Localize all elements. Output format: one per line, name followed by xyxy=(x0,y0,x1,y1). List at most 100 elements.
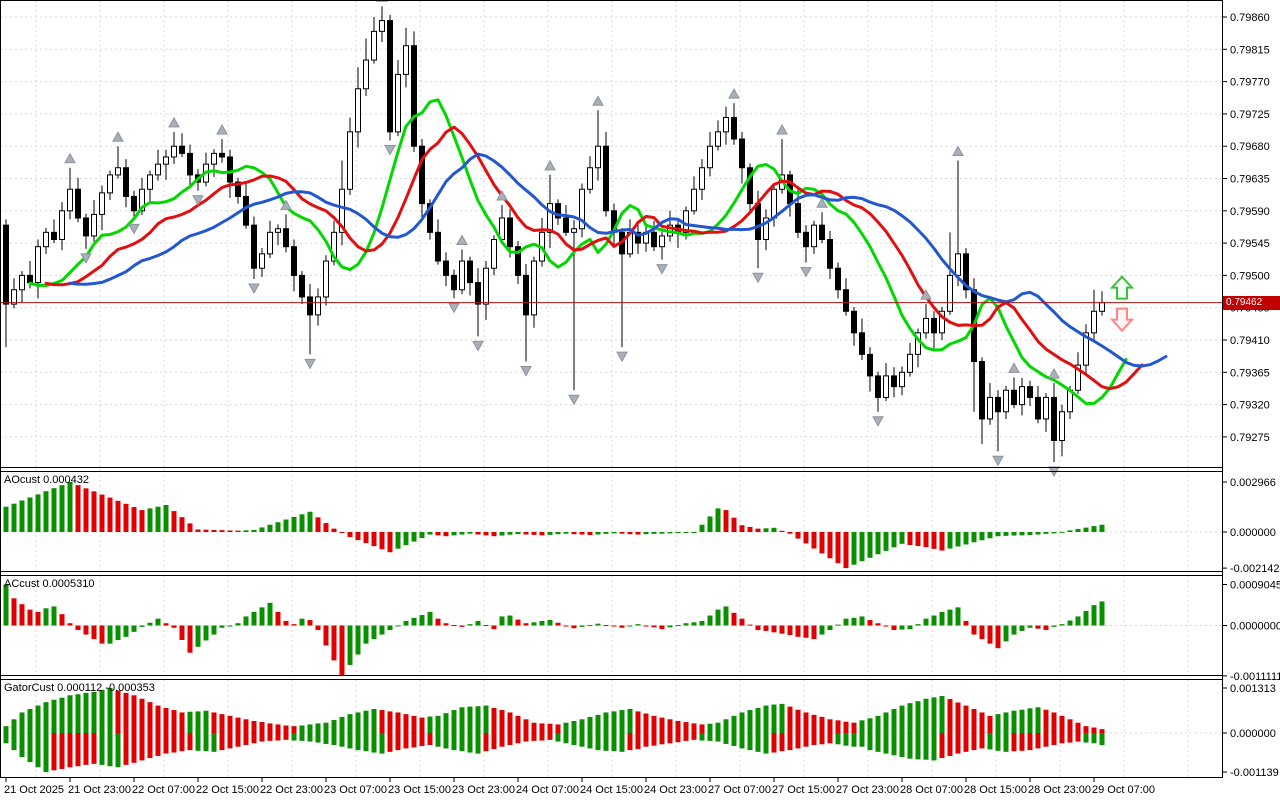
histogram-bar xyxy=(875,623,881,626)
histogram-bar xyxy=(1051,712,1057,733)
candles-layer[interactable] xyxy=(3,6,1105,463)
fractal-down-icon xyxy=(304,358,316,370)
fractal-down-icon xyxy=(128,223,140,235)
bear-candle xyxy=(523,274,529,316)
histogram-bar xyxy=(259,733,265,742)
bull-candle xyxy=(955,253,961,276)
histogram-bar xyxy=(627,733,633,751)
histogram-bar xyxy=(355,532,361,541)
histogram-bar xyxy=(515,619,521,626)
histogram-bar xyxy=(731,715,737,733)
buy-signal-arrow xyxy=(1109,275,1135,300)
histogram-bar xyxy=(1083,726,1089,733)
time-axis[interactable]: 21 Oct 2025 21 Oct 23:00 22 Oct 07:00 22 Oc… xyxy=(4,778,1155,796)
histogram-bar xyxy=(603,733,609,751)
histogram-bar xyxy=(691,532,697,533)
histogram-bar xyxy=(371,532,377,547)
histogram-bar xyxy=(307,511,313,532)
histogram-bar xyxy=(427,532,433,535)
axis-label: 0.79680 xyxy=(1230,141,1270,153)
bull-candle xyxy=(11,289,17,305)
bear-candle xyxy=(555,203,561,219)
histogram-bar xyxy=(443,733,449,749)
histogram-bar xyxy=(827,733,833,744)
histogram-bar xyxy=(595,733,601,751)
alligator-teeth-line xyxy=(44,125,1144,391)
histogram-bar xyxy=(139,698,145,733)
histogram-bar xyxy=(739,618,745,626)
histogram-bar xyxy=(507,733,513,745)
fractal-up-icon xyxy=(920,289,932,300)
histogram-bar xyxy=(459,532,465,535)
price-axis[interactable]: 0.79860 0.79815 0.79770 0.79725 0.79680 0.796… xyxy=(1222,12,1280,779)
bear-candle xyxy=(27,274,33,284)
histogram-bar xyxy=(19,733,25,757)
histogram-bar xyxy=(315,733,321,743)
histogram-bar xyxy=(827,625,833,631)
bull-candle xyxy=(211,152,217,165)
histogram-bar xyxy=(611,625,617,627)
histogram-bar xyxy=(779,625,785,634)
histogram-bar xyxy=(275,522,281,532)
histogram-bar xyxy=(963,705,969,733)
histogram-bar xyxy=(83,733,89,765)
histogram-bar xyxy=(395,712,401,733)
histogram-bar xyxy=(203,710,209,733)
histogram-bar xyxy=(459,733,465,752)
histogram-bar xyxy=(259,722,265,733)
histogram-bar xyxy=(979,532,985,541)
histogram-bar xyxy=(715,722,721,733)
histogram-bar xyxy=(515,715,521,733)
bear-candle xyxy=(755,203,761,241)
histogram-bar xyxy=(835,624,841,626)
ao-histogram xyxy=(3,481,1105,569)
bull-candle xyxy=(763,217,769,241)
histogram-bar xyxy=(491,532,497,537)
histogram-bar xyxy=(179,625,185,641)
histogram-bar xyxy=(331,733,337,745)
histogram-bar xyxy=(699,724,705,733)
histogram-bar xyxy=(619,733,625,752)
bull-candle xyxy=(115,167,121,176)
histogram-bar xyxy=(307,724,313,733)
histogram-bar xyxy=(651,733,657,746)
histogram-bar xyxy=(819,625,825,635)
axis-label: 24 Oct 07:00 xyxy=(516,784,579,796)
fractal-up-icon xyxy=(1048,368,1060,379)
histogram-bar xyxy=(195,733,201,751)
bull-candle xyxy=(155,163,161,176)
fractal-up-icon xyxy=(1008,362,1020,373)
histogram-bar xyxy=(155,506,161,532)
histogram-bar xyxy=(971,532,977,543)
histogram-bar xyxy=(691,733,697,740)
histogram-bar xyxy=(851,617,857,626)
histogram-bar xyxy=(155,705,161,733)
histogram-bar xyxy=(699,620,705,626)
histogram-bar xyxy=(779,703,785,733)
histogram-bar xyxy=(347,733,353,749)
histogram-bar xyxy=(3,584,9,626)
histogram-bar xyxy=(355,625,361,655)
histogram-bar xyxy=(243,530,249,532)
histogram-bar xyxy=(635,532,641,535)
histogram-bar xyxy=(475,532,481,535)
histogram-bar xyxy=(1059,733,1065,744)
histogram-bar xyxy=(811,532,817,549)
histogram-bar xyxy=(1091,733,1097,744)
histogram-bar xyxy=(1003,625,1009,642)
histogram-bar xyxy=(67,695,73,733)
histogram-bar xyxy=(875,715,881,733)
axis-label: 23 Oct 15:00 xyxy=(388,784,451,796)
histogram-bar xyxy=(91,733,97,764)
histogram-bar xyxy=(1027,532,1033,536)
fractal-up-icon xyxy=(168,116,180,128)
fractal-down-icon xyxy=(520,366,532,377)
histogram-bar xyxy=(1011,625,1017,635)
histogram-bar xyxy=(987,733,993,750)
sell-arrow-icon xyxy=(1109,307,1135,333)
histogram-bar xyxy=(75,485,81,532)
histogram-bar xyxy=(1051,532,1057,534)
ao-indicator-label: AOcust 0.000432 xyxy=(4,474,90,486)
histogram-bar xyxy=(627,532,633,535)
